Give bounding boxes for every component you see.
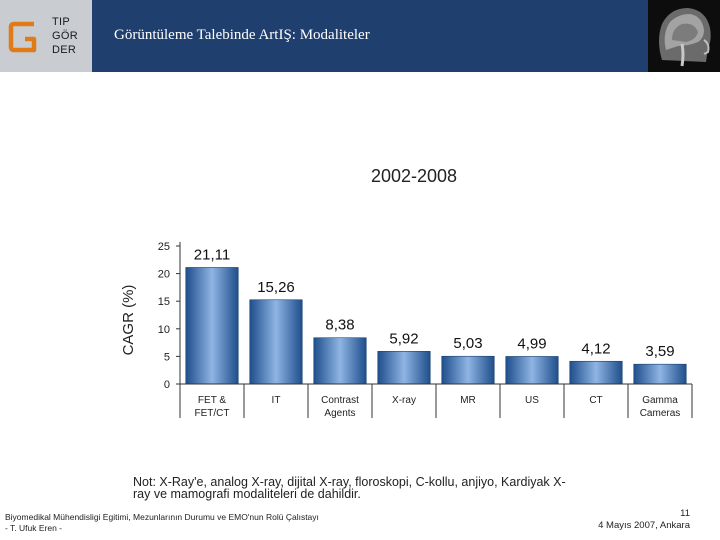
bar	[185, 267, 239, 385]
logo-text-line: GÖR	[52, 30, 78, 42]
x-tick-label-line: MR	[460, 395, 476, 406]
bar	[633, 363, 687, 385]
x-tick-label: FET & FET/CT	[195, 395, 230, 419]
page-number: 11	[680, 508, 690, 519]
page-title: Görüntüleme Talebinde ArtIŞ: Modaliteler	[114, 27, 370, 43]
footer-event-title: Biyomedikal Mühendisligi Egitimi, Mezunl…	[5, 512, 319, 522]
y-tick-label: 15	[158, 296, 170, 308]
x-tick-label-line: US	[525, 395, 539, 406]
bar-value-label: 5,92	[389, 330, 418, 347]
x-tick-label: X-ray	[392, 395, 416, 406]
bar-value-label: 8,38	[325, 317, 354, 334]
bar-value-label: 3,59	[645, 343, 674, 360]
x-tick-label: US	[525, 395, 539, 406]
bar	[505, 356, 559, 385]
mri-head-image	[648, 0, 720, 72]
bar	[249, 299, 303, 385]
x-tick-label: CT	[589, 395, 602, 406]
y-axis-label: CAGR (%)	[120, 285, 137, 356]
y-axis: 0 5 10 15 20 25	[158, 241, 181, 391]
footer-left: Biyomedikal Mühendisligi Egitimi, Mezunl…	[5, 512, 319, 534]
x-tick-label: Gamma Cameras	[640, 395, 681, 419]
x-axis: FET & FET/CT IT Contrast Agents X-ray MR US CT Ga…	[179, 383, 693, 419]
x-tick-label-line: FET &	[198, 395, 226, 406]
y-tick-label: 0	[164, 379, 170, 391]
logo-text-line: DER	[52, 44, 77, 56]
x-tick-label-line: Cameras	[640, 408, 681, 419]
bar	[569, 360, 623, 385]
bar	[441, 355, 495, 385]
x-tick-label-line: X-ray	[392, 395, 416, 406]
bar-value-label: 21,11	[194, 246, 230, 263]
logo-text-line: TIP	[52, 16, 71, 28]
bar	[313, 337, 367, 385]
bars-group: 21,11 15,26 8,38 5,92 5,03 4,99 4,12 3,59	[185, 246, 687, 385]
y-tick-label: 20	[158, 269, 170, 281]
bar-chart: 2002-2008 CAGR (%) 0 5 10 15 20 25 21,11 15,26…	[120, 166, 693, 419]
bar-value-label: 15,26	[257, 279, 295, 296]
x-tick-label-line: FET/CT	[195, 408, 230, 419]
x-tick-label-line: Gamma	[642, 395, 678, 406]
x-tick-label-line: Contrast	[321, 395, 359, 406]
y-tick-label: 25	[158, 241, 170, 253]
chart-title: 2002-2008	[371, 166, 457, 186]
x-tick-label: Contrast Agents	[321, 395, 359, 419]
y-tick-label: 10	[158, 324, 170, 336]
logo-mark-icon	[8, 21, 37, 53]
y-tick-label: 5	[164, 351, 170, 363]
bar-value-label: 4,12	[581, 340, 610, 357]
footer-right: 11 4 Mayıs 2007, Ankara	[598, 508, 690, 532]
logo: TIP GÖR DER	[0, 0, 92, 72]
header-band: TIP GÖR DER Görüntüleme Talebinde ArtIŞ:…	[0, 0, 720, 72]
x-tick-label-line: CT	[589, 395, 602, 406]
footer-author: - T. Ufuk Eren -	[5, 523, 62, 533]
x-tick-label-line: Agents	[324, 408, 355, 419]
x-tick-label: MR	[460, 395, 476, 406]
footer-date: 4 Mayıs 2007, Ankara	[598, 520, 690, 531]
x-tick-label-line: IT	[272, 395, 281, 406]
bar-value-label: 4,99	[517, 335, 546, 352]
x-tick-label: IT	[272, 395, 281, 406]
bar-value-label: 5,03	[453, 335, 482, 352]
chart-note: Not: X-Ray'e, analog X-ray, dijital X-ra…	[133, 475, 566, 501]
bar	[377, 351, 431, 385]
